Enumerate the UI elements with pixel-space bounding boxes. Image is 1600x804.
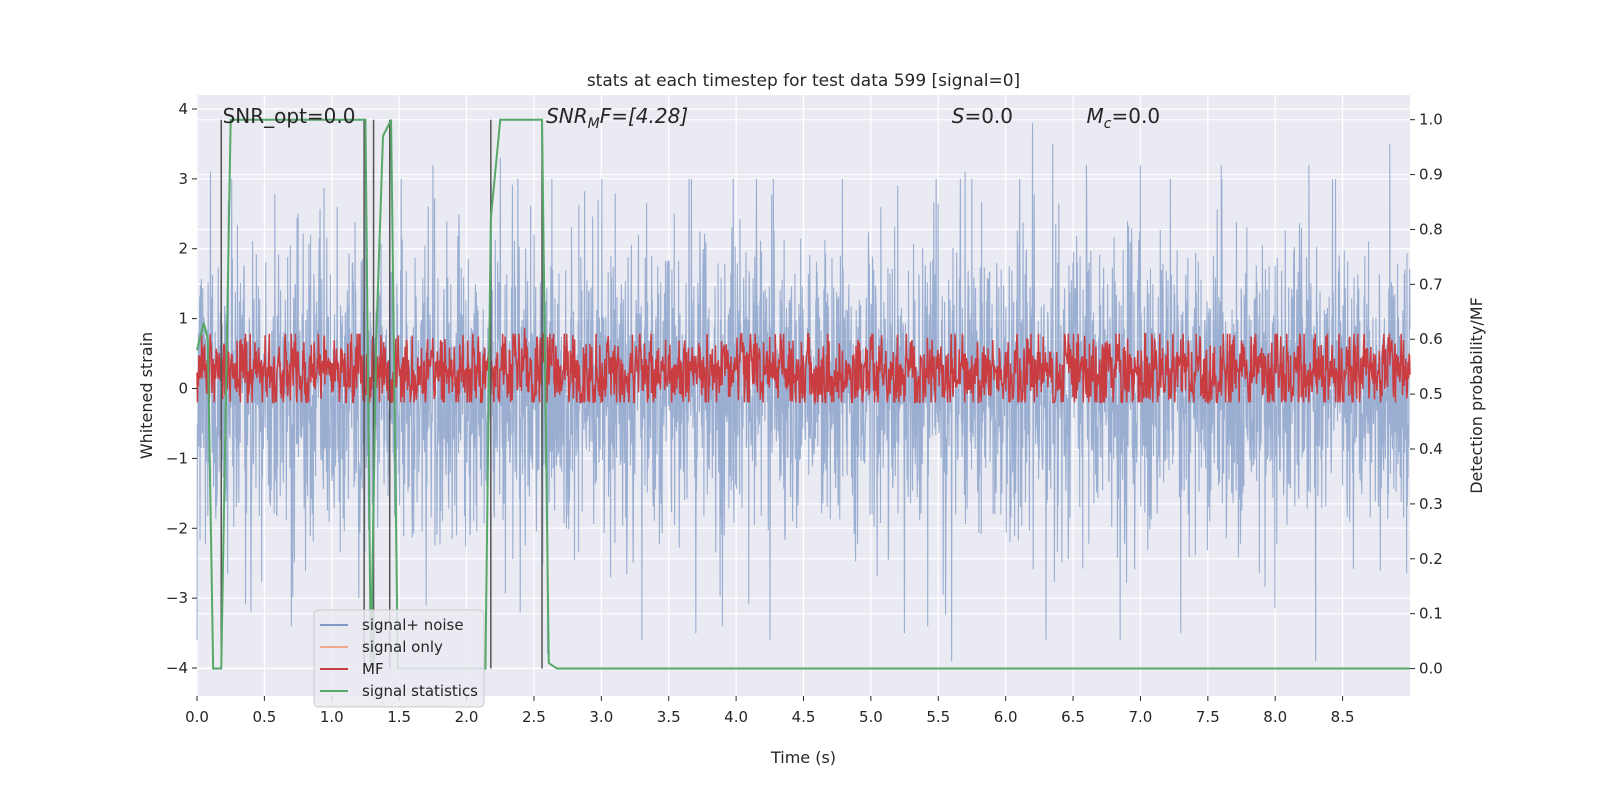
axes: 0.0 0.5 1.0 1.5 2.0 2.5 3.0 3.5 4.0 4.5 5.0 5.5 6.0 6… [166, 100, 1443, 726]
x-tick-label: 0.5 [252, 708, 276, 726]
legend: signal+ noise signal only MF signal stat… [313, 609, 485, 708]
y-right-tick-label: 0.7 [1419, 275, 1443, 293]
x-tick-label: 7.0 [1129, 708, 1153, 726]
y-right-tick-label: 0.6 [1419, 330, 1443, 348]
x-tick-label: 2.0 [455, 708, 479, 726]
y-left-tick-label: 0 [178, 380, 188, 398]
x-tick-label: 4.5 [792, 708, 816, 726]
x-tick-label: 1.5 [387, 708, 411, 726]
x-axis-label: Time (s) [770, 748, 836, 767]
x-tick-label: 8.0 [1263, 708, 1287, 726]
y-left-tick-label: −1 [166, 449, 188, 467]
x-tick-label: 0.0 [185, 708, 209, 726]
y-right-tick-label: 0.2 [1419, 550, 1443, 568]
vertical-markers [220, 119, 543, 669]
x-tick-label: 2.5 [522, 708, 546, 726]
series-signal-statistics [196, 118, 1410, 670]
y-right-tick-label: 0.4 [1419, 440, 1443, 458]
y-right-tick-label: 0.9 [1419, 166, 1443, 184]
x-tick-label: 3.0 [589, 708, 613, 726]
x-tick-label: 7.5 [1196, 708, 1220, 726]
y-left-tick-label: −4 [166, 659, 188, 677]
y-left-tick-label: −3 [166, 589, 188, 607]
y-right-tick-label: 1.0 [1419, 111, 1443, 129]
y-left-tick-label: 1 [178, 310, 188, 328]
y-right-tick-label: 0.0 [1419, 660, 1443, 678]
x-tick-label: 3.5 [657, 708, 681, 726]
legend-label-signal-noise: signal+ noise [362, 616, 464, 634]
x-tick-label: 5.5 [926, 708, 950, 726]
annotation-mc: Mc=0.0 [1087, 104, 1161, 132]
annotation-snr-opt: SNR_opt=0.0 [223, 104, 356, 128]
y-left-tick-label: 4 [178, 100, 188, 118]
annotation-snr-mf: SNRMF=[4.28] [546, 104, 688, 132]
x-tick-label: 1.0 [320, 708, 344, 726]
series-mf [196, 328, 1411, 405]
legend-label-signal-only: signal only [362, 638, 443, 656]
chart-title: stats at each timestep for test data 599… [587, 71, 1020, 91]
x-tick-label: 6.5 [1061, 708, 1085, 726]
annotation-s: S=0.0 [952, 104, 1013, 128]
y-left-tick-label: −2 [166, 519, 188, 537]
y-axis-label-left: Whitened strain [137, 332, 156, 459]
y-axis-label-right: Detection probability/MF [1467, 297, 1486, 494]
y-left-tick-label: 2 [178, 240, 188, 258]
y-right-tick-label: 0.3 [1419, 495, 1443, 513]
y-right-tick-label: 0.1 [1419, 605, 1443, 623]
x-tick-label: 5.0 [859, 708, 883, 726]
mf-line [196, 328, 1411, 405]
legend-label-mf: MF [362, 660, 384, 678]
y-left-tick-label: 3 [178, 170, 188, 188]
x-tick-label: 6.0 [994, 708, 1018, 726]
x-tick-label: 8.5 [1331, 708, 1355, 726]
signal-statistics-line [196, 118, 1410, 670]
y-right-tick-label: 0.5 [1419, 385, 1443, 403]
y-right-tick-label: 0.8 [1419, 220, 1443, 238]
x-tick-label: 4.0 [724, 708, 748, 726]
legend-box [313, 609, 485, 708]
legend-label-signal-statistics: signal statistics [362, 682, 478, 700]
